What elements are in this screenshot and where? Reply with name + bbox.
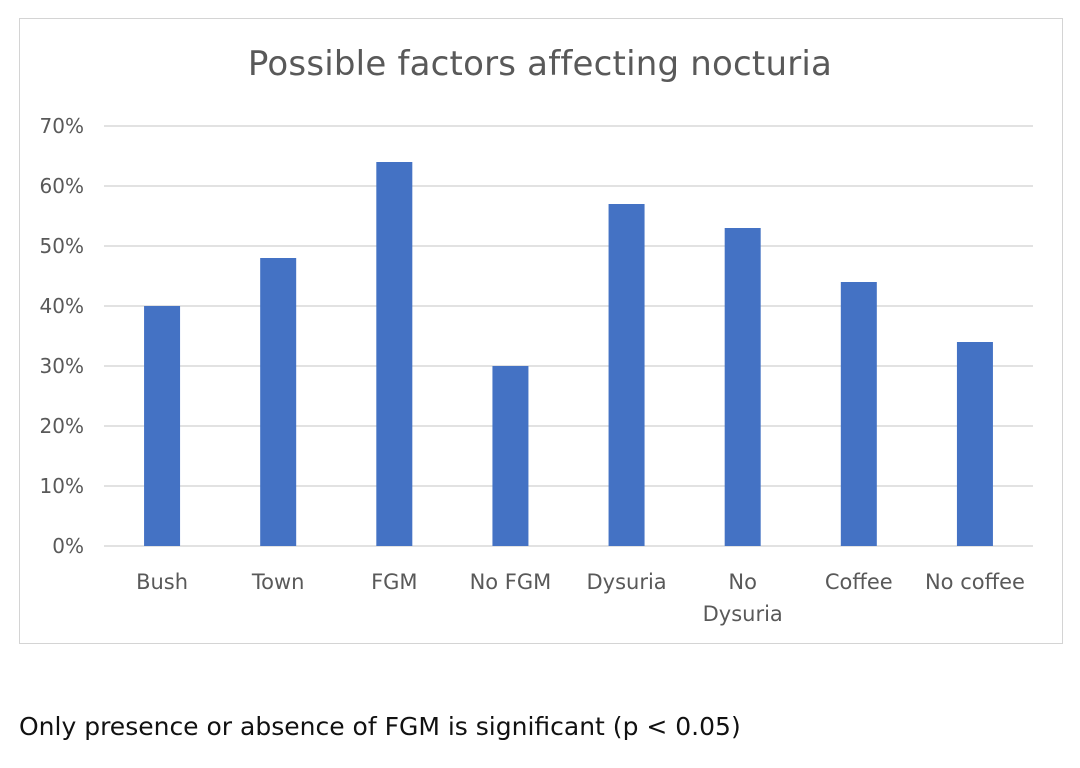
bar: [376, 162, 413, 546]
x-tick-label: Town: [251, 570, 305, 594]
bar: [492, 366, 529, 546]
x-tick-label: Dysuria: [586, 570, 666, 594]
x-tick-label: No FGM: [470, 570, 552, 594]
y-tick-label: 50%: [40, 234, 84, 258]
chart-title: Possible factors affecting nocturia: [247, 44, 833, 84]
bar: [724, 228, 761, 546]
x-tick-label: FGM: [371, 570, 417, 594]
footnote: Only presence or absence of FGM is signi…: [19, 712, 741, 741]
y-axis-tick-labels: 0% 10% 20% 30% 40% 50% 60% 70%: [40, 114, 84, 558]
grid-lines: [104, 125, 1033, 547]
y-tick-label: 40%: [40, 294, 84, 318]
y-tick-label: 60%: [40, 174, 84, 198]
chart-frame: [19, 18, 1063, 644]
bar: [840, 282, 877, 546]
bar: [608, 204, 645, 546]
y-tick-label: 0%: [52, 534, 84, 558]
x-tick-label: No Dysuria: [703, 570, 783, 626]
bar: [260, 258, 297, 546]
bar: [144, 306, 181, 546]
bars: [144, 162, 993, 546]
x-tick-label: Bush: [136, 570, 188, 594]
x-axis-tick-labels: Bush Town FGM No FGM Dysuria No Dysuria Coffee N…: [136, 570, 1025, 626]
y-tick-label: 10%: [40, 474, 84, 498]
x-tick-label: No coffee: [925, 570, 1025, 594]
bar: [956, 342, 993, 546]
y-tick-label: 20%: [40, 414, 84, 438]
y-tick-label: 30%: [40, 354, 84, 378]
bar-chart: 0% 10% 20% 30% 40% 50% 60% 70% Bush Town FGM No FG…: [40, 114, 1033, 626]
y-tick-label: 70%: [40, 114, 84, 138]
x-tick-label: Coffee: [825, 570, 893, 594]
